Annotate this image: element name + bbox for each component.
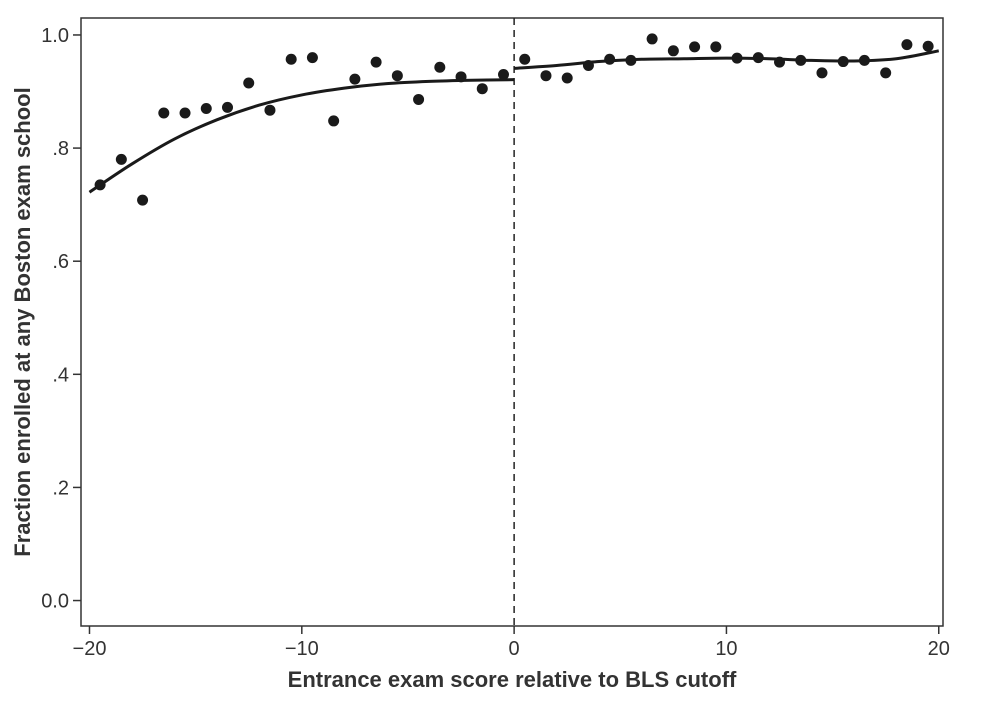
data-point xyxy=(901,39,913,51)
data-point xyxy=(413,93,425,105)
x-tick-label: 20 xyxy=(928,638,950,660)
data-point xyxy=(455,71,467,83)
data-point xyxy=(243,77,255,89)
data-point xyxy=(115,153,127,165)
data-point xyxy=(816,67,828,79)
data-point xyxy=(137,194,149,206)
y-tick-label: .6 xyxy=(52,251,69,273)
data-point xyxy=(434,61,446,73)
data-point xyxy=(200,102,212,114)
x-tick-label: 10 xyxy=(715,638,737,660)
y-axis: 0.0 .2 .4 .6 .8 1.0 xyxy=(41,25,81,613)
data-point xyxy=(752,52,764,64)
x-tick-label: −10 xyxy=(285,638,319,660)
data-point xyxy=(582,60,594,72)
data-point xyxy=(221,101,233,113)
data-point xyxy=(837,56,849,68)
x-tick-label: 0 xyxy=(509,638,520,660)
data-point xyxy=(264,104,276,116)
data-point xyxy=(604,53,616,65)
data-point xyxy=(306,52,318,64)
data-point xyxy=(731,52,743,64)
data-point xyxy=(179,107,191,119)
plot-frame xyxy=(80,17,944,627)
y-tick-label: .4 xyxy=(52,364,69,386)
data-point xyxy=(285,53,297,65)
data-point xyxy=(540,70,552,82)
data-point xyxy=(519,53,531,65)
data-point xyxy=(370,56,382,68)
data-points xyxy=(94,33,934,206)
fit-line-right xyxy=(514,49,940,70)
data-point xyxy=(689,41,701,53)
data-point xyxy=(774,56,786,68)
data-point xyxy=(561,72,573,84)
x-tick-label: −20 xyxy=(73,638,107,660)
data-point xyxy=(94,179,106,191)
data-point xyxy=(922,40,934,52)
y-axis-title: Fraction enrolled at any Boston exam sch… xyxy=(10,87,35,556)
y-tick-label: 1.0 xyxy=(41,25,69,47)
data-point xyxy=(476,83,488,95)
data-point xyxy=(667,45,679,57)
data-point xyxy=(646,33,658,45)
data-point xyxy=(710,41,722,53)
data-point xyxy=(795,54,807,66)
data-point xyxy=(625,54,637,66)
data-point xyxy=(158,107,170,119)
data-point xyxy=(391,70,403,82)
fit-line-left xyxy=(88,78,515,194)
x-axis-title: Entrance exam score relative to BLS cuto… xyxy=(288,667,737,692)
x-axis: −20 −10 0 10 20 xyxy=(73,626,950,660)
data-point xyxy=(498,69,510,81)
data-point xyxy=(880,67,892,79)
data-point xyxy=(858,54,870,66)
y-tick-label: .2 xyxy=(52,477,69,499)
y-tick-label: 0.0 xyxy=(41,591,69,613)
y-tick-label: .8 xyxy=(52,138,69,160)
data-point xyxy=(349,73,361,85)
data-point xyxy=(328,115,340,127)
